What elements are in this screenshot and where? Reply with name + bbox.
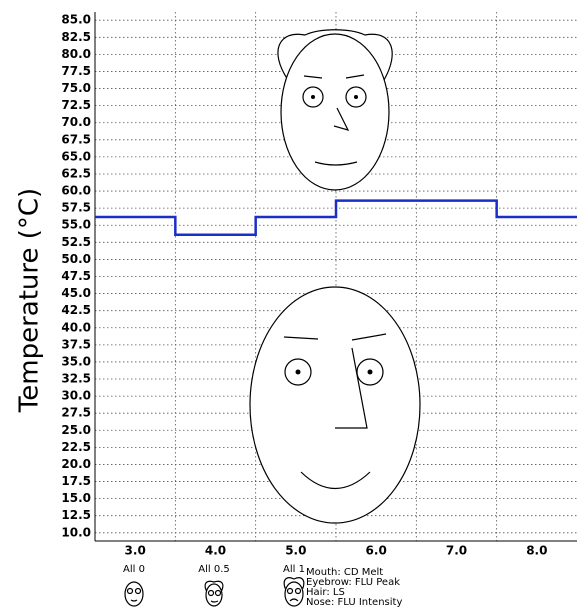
legend-face-eye xyxy=(207,589,215,597)
face-head xyxy=(280,33,390,191)
face-mouth xyxy=(314,161,358,166)
y-tick-label: 85.0 xyxy=(61,13,91,27)
face-eyebrow xyxy=(351,333,387,341)
y-tick-label: 67.5 xyxy=(61,132,91,146)
face-legend xyxy=(124,577,305,607)
y-tick-label: 75.0 xyxy=(61,81,91,95)
x-tick-label: 4.0 xyxy=(205,544,226,558)
y-tick-label: 50.0 xyxy=(61,252,91,266)
y-tick-label: 80.0 xyxy=(61,47,91,61)
y-tick-label: 10.0 xyxy=(61,525,91,539)
face-head xyxy=(249,286,421,524)
legend-face-mouth xyxy=(289,598,299,602)
legend-face xyxy=(205,583,223,607)
y-tick-label: 47.5 xyxy=(61,269,91,283)
face-pupil xyxy=(354,95,358,99)
y-tick-label: 65.0 xyxy=(61,149,91,163)
legend-feature: Eyebrow: FLU Peak xyxy=(306,577,400,588)
x-tick-label: 8.0 xyxy=(526,544,547,558)
y-axis-label: Temperature (°C) xyxy=(15,188,45,413)
x-tick-label: 5.0 xyxy=(285,544,306,558)
face-nose xyxy=(335,347,368,429)
y-tick-label: 20.0 xyxy=(61,457,91,471)
legend-face-eye xyxy=(286,587,294,595)
chernoff-face xyxy=(249,286,421,524)
legend-face-eye xyxy=(294,587,302,595)
x-tick-label: 7.0 xyxy=(446,544,467,558)
y-tick-label: 60.0 xyxy=(61,184,91,198)
legend-face xyxy=(124,581,144,607)
step-line xyxy=(95,199,577,237)
y-tick-label: 70.0 xyxy=(61,115,91,129)
legend-feature: Mouth: CD Melt xyxy=(306,567,383,578)
x-tick-label: 6.0 xyxy=(366,544,387,558)
y-tick-label: 62.5 xyxy=(61,166,91,180)
legend-key: All 0 xyxy=(123,564,145,575)
y-tick-label: 72.5 xyxy=(61,98,91,112)
face-eyebrow xyxy=(303,75,323,79)
y-tick-label: 52.5 xyxy=(61,235,91,249)
legend-face-eye xyxy=(126,587,134,595)
y-tick-label: 37.5 xyxy=(61,337,91,351)
y-tick-label: 32.5 xyxy=(61,372,91,386)
face-pupil xyxy=(295,369,301,375)
face-nose xyxy=(333,107,350,131)
y-tick-label: 22.5 xyxy=(61,440,91,454)
legend-face-mouth xyxy=(210,600,219,603)
y-tick-label: 45.0 xyxy=(61,286,91,300)
legend-face-mouth xyxy=(130,599,138,602)
y-tick-label: 25.0 xyxy=(61,423,91,437)
face-mouth xyxy=(300,471,371,490)
legend-key: All 0.5 xyxy=(198,564,229,575)
y-tick-label: 40.0 xyxy=(61,320,91,334)
legend-feature: Hair: LS xyxy=(306,587,345,598)
legend-key: All 1 xyxy=(283,564,305,575)
y-tick-label: 15.0 xyxy=(61,491,91,505)
legend-face-eye xyxy=(134,587,142,595)
y-tick-label: 30.0 xyxy=(61,389,91,403)
legend-face-eye xyxy=(214,589,222,597)
y-tick-label: 55.0 xyxy=(61,218,91,232)
chernoff-face xyxy=(277,29,393,191)
legend-feature: Nose: FLU Intensity xyxy=(306,597,402,608)
legend-face xyxy=(284,581,304,607)
y-tick-label: 12.5 xyxy=(61,508,91,522)
face-pupil xyxy=(311,95,315,99)
y-tick-label: 42.5 xyxy=(61,303,91,317)
x-tick-label: 3.0 xyxy=(125,544,146,558)
y-tick-label: 57.5 xyxy=(61,201,91,215)
face-eyebrow xyxy=(345,74,365,79)
face-pupil xyxy=(367,369,373,375)
y-tick-label: 77.5 xyxy=(61,64,91,78)
face-eyebrow xyxy=(283,336,319,340)
y-tick-label: 35.0 xyxy=(61,354,91,368)
y-tick-label: 82.5 xyxy=(61,30,91,44)
y-tick-label: 17.5 xyxy=(61,474,91,488)
y-tick-label: 27.5 xyxy=(61,406,91,420)
